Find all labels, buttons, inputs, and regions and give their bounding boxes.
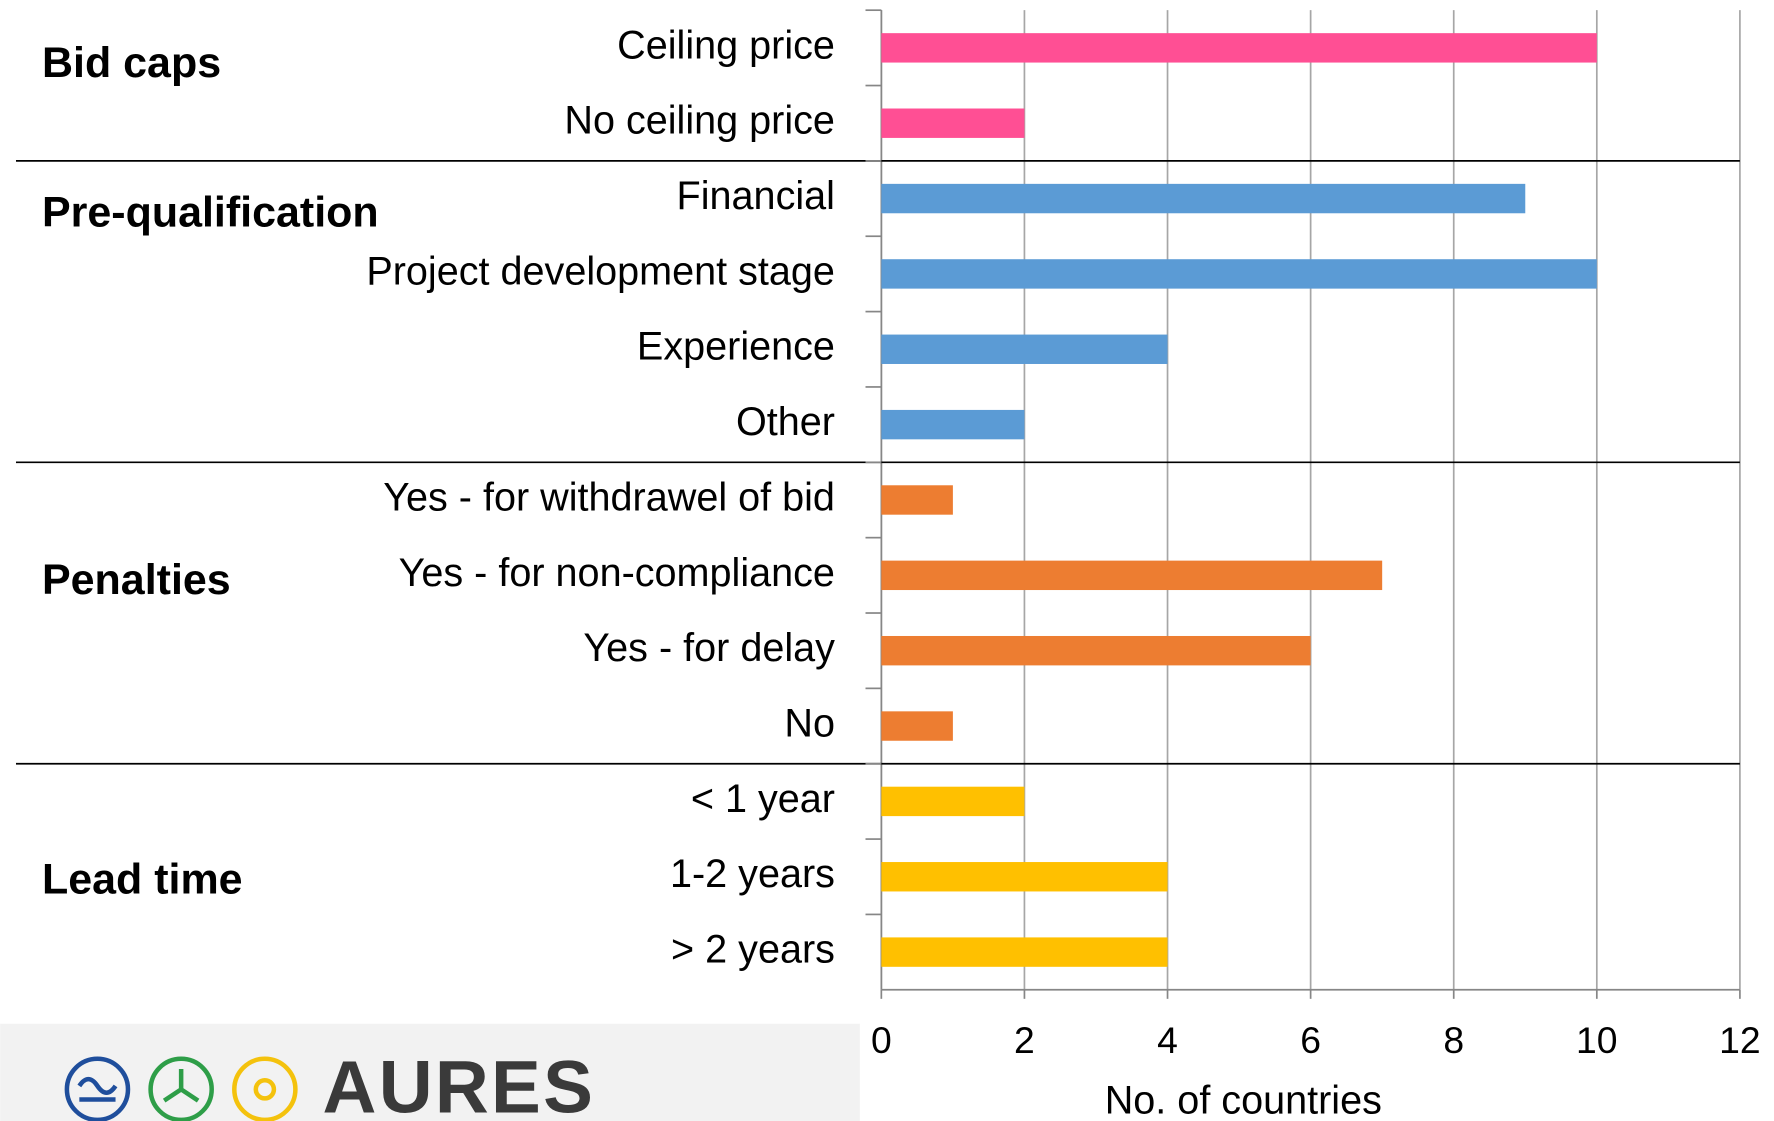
y-tick-label: Project development stage [366,249,835,293]
x-tick-label: 10 [1576,1019,1618,1061]
logo-text: AURES [323,1044,596,1121]
group-label: Bid caps [42,39,221,87]
y-tick-label: < 1 year [691,777,835,821]
x-tick-label: 2 [1014,1019,1035,1061]
bar [881,485,953,515]
y-tick-label: Experience [637,325,835,369]
bar [881,183,1526,214]
x-tick-label: 6 [1300,1019,1321,1061]
y-tick-label: Other [736,400,835,444]
bar [881,334,1168,364]
bar [881,33,1597,63]
y-tick-label: Yes - for non-compliance [399,551,835,595]
bar [881,635,1311,666]
group-label: Penalties [42,556,231,604]
x-tick-label: 4 [1157,1019,1178,1061]
y-tick-label: Financial [677,174,835,218]
bar [881,560,1383,591]
footer-band [0,1023,860,1121]
group-label: Pre-qualification [42,188,379,236]
bar [881,409,1025,440]
x-axis-label: No. of countries [1105,1078,1382,1121]
bar [881,786,1025,817]
y-tick-label: 1-2 years [670,852,835,896]
bar [881,937,1168,967]
bar [881,259,1597,289]
y-tick-label: No [784,701,835,745]
y-tick-label: Yes - for delay [583,626,835,670]
y-tick-label: No ceiling price [564,99,835,143]
bar [881,862,1168,892]
logo-icons [64,1056,298,1121]
x-tick-label: 8 [1443,1019,1464,1061]
y-tick-label: Ceiling price [617,23,835,67]
y-tick-label: Yes - for withdrawel of bid [383,475,835,519]
y-tick-label: > 2 years [671,928,835,972]
x-tick-label: 0 [871,1019,892,1061]
bar [881,108,1025,138]
x-tick-label: 12 [1719,1019,1761,1061]
group-label: Lead time [42,856,243,904]
bar [881,711,953,741]
